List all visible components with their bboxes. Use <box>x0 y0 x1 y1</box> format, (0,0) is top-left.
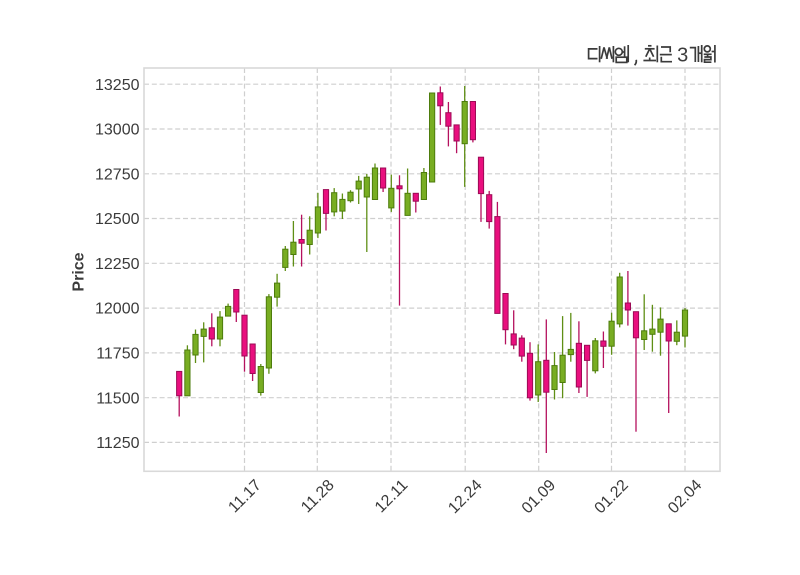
svg-text:13000: 13000 <box>95 122 140 139</box>
svg-text:12750: 12750 <box>95 166 140 183</box>
svg-text:11250: 11250 <box>96 435 139 452</box>
svg-text:13250: 13250 <box>95 77 140 94</box>
svg-text:12250: 12250 <box>95 256 140 273</box>
svg-text:Price: Price <box>71 252 88 291</box>
svg-text:11750: 11750 <box>96 346 139 363</box>
svg-text:11500: 11500 <box>96 390 139 407</box>
svg-text:12000: 12000 <box>95 301 140 318</box>
svg-text:3: 3 <box>677 44 688 66</box>
svg-text:12500: 12500 <box>95 211 140 228</box>
